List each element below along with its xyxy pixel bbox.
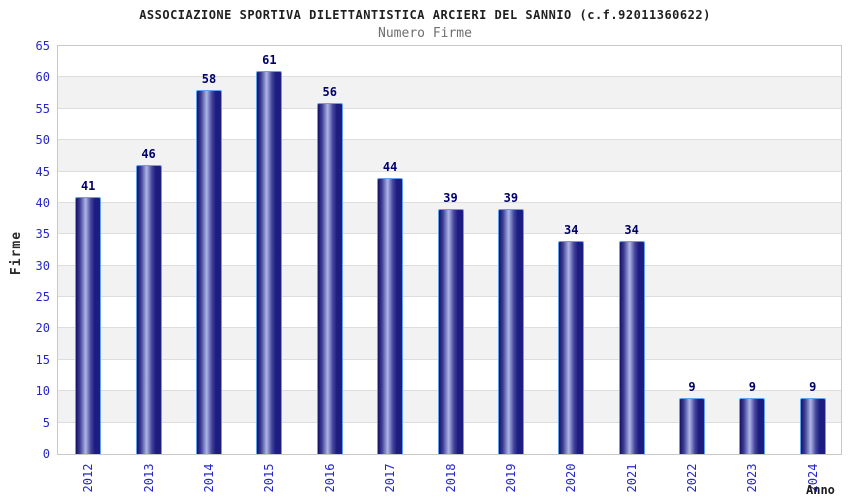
bar (739, 397, 766, 454)
x-tick-label: 2023 (745, 463, 760, 493)
bar-value-label: 58 (201, 71, 217, 86)
x-axis-title: Anno (806, 483, 835, 497)
y-tick-label: 35 (35, 227, 50, 242)
gridline (58, 107, 841, 109)
bar-value-label: 39 (503, 191, 519, 206)
y-tick-label: 65 (35, 39, 50, 53)
bar-value-label: 9 (688, 379, 696, 394)
bar-value-label: 46 (141, 147, 156, 162)
grid-band (58, 46, 841, 78)
x-tick-label: 2016 (322, 463, 337, 493)
bar (75, 196, 102, 454)
chart-title: ASSOCIAZIONE SPORTIVA DILETTANTISTICA AR… (139, 8, 711, 22)
y-axis-title: Firme (9, 230, 24, 276)
grid-band (58, 77, 841, 109)
gridline (58, 139, 841, 141)
bar-value-label: 56 (322, 84, 337, 99)
y-tick-label: 45 (35, 164, 50, 179)
x-tick-label: 2017 (383, 463, 398, 493)
bar (497, 209, 524, 454)
x-tick-label: 2020 (564, 463, 579, 493)
bar (437, 209, 464, 454)
bar (799, 397, 826, 454)
y-tick-label: 30 (35, 258, 50, 273)
bar-value-label: 41 (80, 178, 96, 193)
chart-subtitle: Numero Firme (378, 26, 472, 41)
bar (256, 71, 283, 454)
bar (558, 240, 585, 454)
bar (195, 89, 222, 454)
y-tick-label: 15 (35, 352, 50, 367)
x-tick-label: 2019 (503, 463, 518, 493)
grid-band (58, 171, 841, 203)
y-tick-label: 5 (42, 415, 50, 430)
x-tick-label: 2014 (201, 463, 216, 493)
y-tick-label: 20 (35, 321, 50, 336)
x-tick-label: 2013 (141, 463, 156, 493)
x-tick-label: 2021 (624, 463, 639, 493)
y-tick-label: 55 (35, 101, 50, 116)
x-tick-label: 2018 (443, 463, 458, 493)
y-tick-label: 0 (42, 447, 50, 461)
bar-value-label: 44 (382, 159, 398, 174)
gridline (58, 76, 841, 78)
bar (618, 240, 645, 454)
bar-value-label: 61 (262, 53, 277, 68)
bar-value-label: 34 (564, 222, 579, 237)
bar (679, 397, 706, 454)
y-tick-label: 50 (35, 133, 50, 148)
y-tick-label: 40 (35, 195, 50, 210)
grid-band (58, 140, 841, 172)
x-tick-label: 2022 (685, 463, 700, 493)
plot-area: 41 46 58 61 56 44 39 39 34 34 9 9 9 (57, 45, 842, 455)
y-tick-label: 25 (35, 290, 50, 305)
x-tick-label: 2012 (81, 463, 96, 493)
gridline (58, 170, 841, 172)
gridline (58, 201, 841, 203)
bar (377, 177, 404, 454)
bar-value-label: 34 (624, 222, 639, 237)
y-tick-label: 60 (35, 70, 50, 85)
x-tick-label: 2015 (262, 463, 277, 493)
bar (316, 102, 343, 454)
bar (135, 165, 162, 454)
bar-value-label: 39 (443, 191, 458, 206)
bar-value-label: 9 (748, 379, 757, 394)
bar-value-label: 9 (809, 379, 817, 394)
grid-band (58, 108, 841, 141)
y-tick-label: 10 (35, 384, 50, 399)
